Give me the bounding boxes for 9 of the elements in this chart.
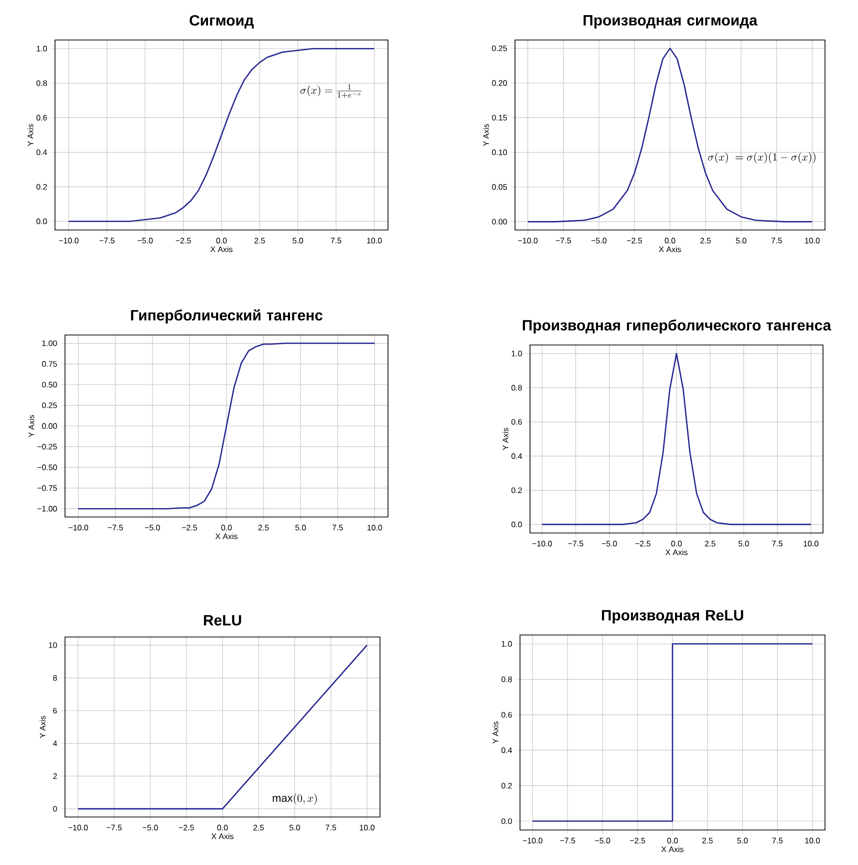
chart-title: Производная сигмоида [583, 15, 758, 28]
chart-title: ReLU [204, 615, 241, 626]
chart-title: Сигмоид [190, 15, 254, 28]
chart-title: Производная гиперболического тангенса [522, 319, 832, 334]
annotation: $\sigma(x) = \frac{1}{1+e^{-x}}$ [300, 84, 362, 98]
annotation: $\mathrm{max}(0,x)$ [272, 794, 317, 804]
annotation: $\sigma(x)\ = \sigma(x)(1-\sigma(x))$ [708, 152, 816, 164]
chart-title: Гиперболический тангенс [130, 309, 322, 324]
chart-title: Производная ReLU [602, 610, 743, 624]
